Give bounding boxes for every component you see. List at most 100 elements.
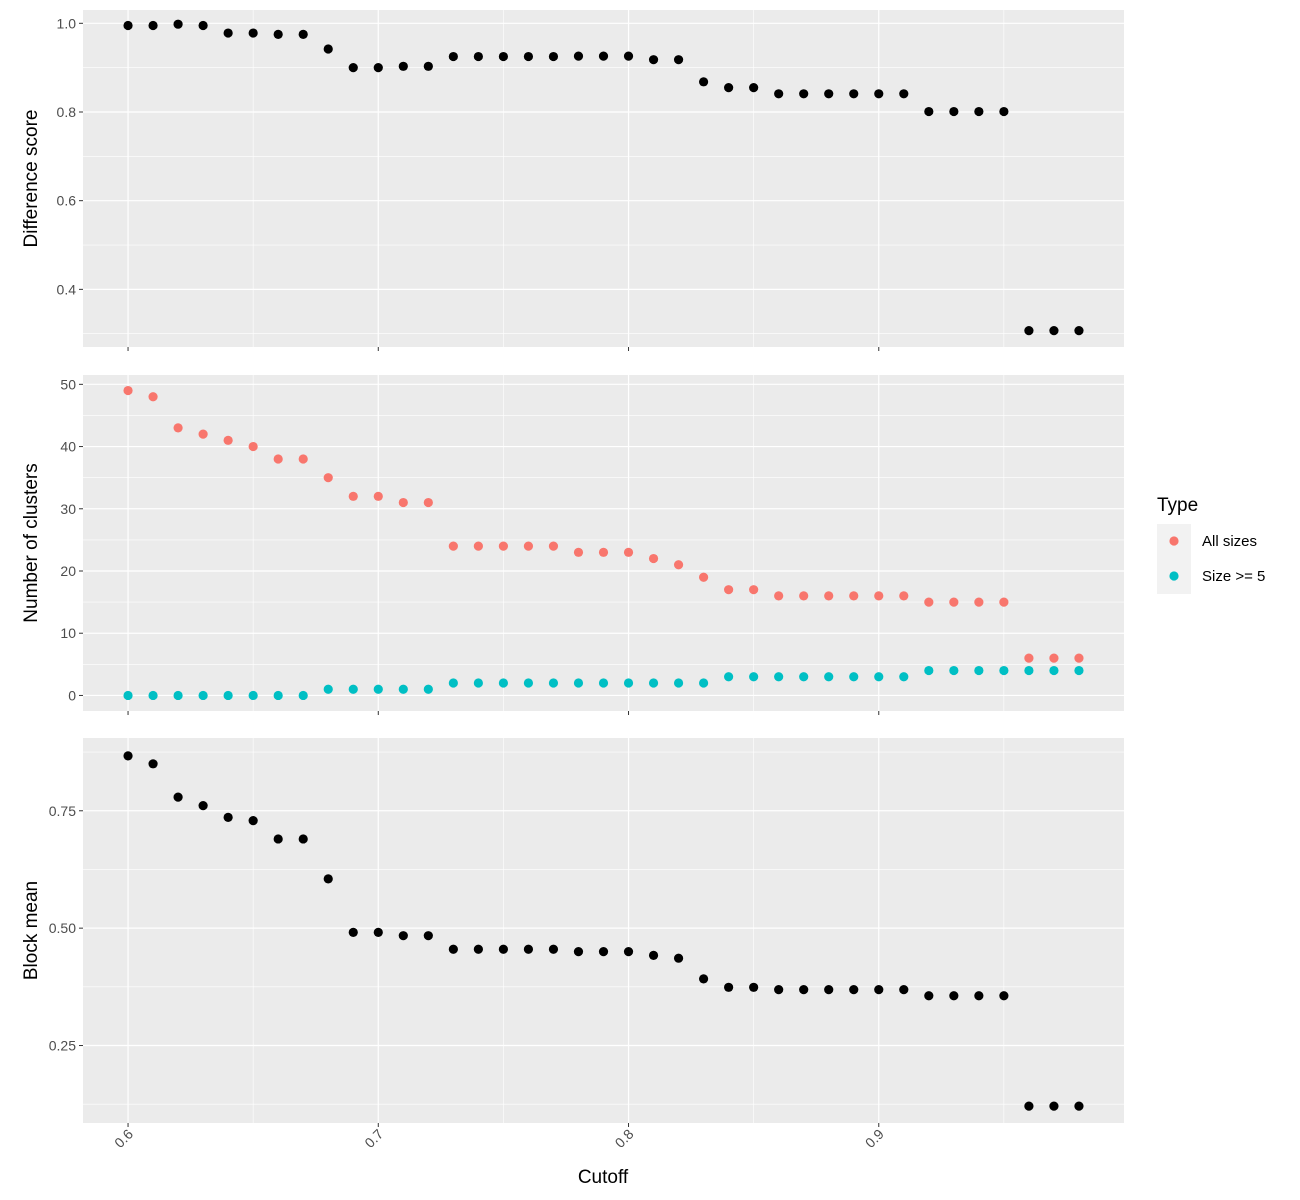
data-point [473,944,483,954]
data-point [223,690,233,701]
y-tick-label: 0.8 [57,104,77,120]
data-point [198,20,208,31]
data-point [123,385,133,396]
data-point [724,585,734,595]
data-point [899,672,909,682]
series-1 [123,19,1084,336]
data-point [999,597,1009,607]
data-point [874,89,884,99]
data-point [598,678,609,688]
data-point [548,944,559,954]
data-point [448,51,458,62]
data-point [123,751,133,761]
data-point [173,792,183,802]
y-tick-label: 10 [60,625,76,641]
data-point [298,690,308,701]
y-axis-title: Number of clusters [21,463,42,622]
data-point [273,834,283,844]
legend-key [1169,571,1179,581]
data-point [498,944,509,954]
data-point [548,541,559,551]
data-point [1024,665,1034,676]
data-point [273,690,283,701]
data-point [949,597,959,607]
data-point [849,985,859,995]
panels: 0.4 0.6 0.8 1.0 Difference score 0 10 20 30 40 50 N… [21,10,1124,1151]
legend: Type All sizes Size >= 5 [1157,495,1265,594]
x-tick-label: 0.7 [361,1126,386,1151]
data-point [173,423,183,433]
legend-label: Size >= 5 [1202,568,1265,585]
data-point [974,665,984,676]
data-point [1024,653,1034,663]
data-point [423,931,433,941]
y-tick-label: 0.4 [57,281,77,297]
data-point [648,553,659,564]
data-point [298,29,308,39]
data-point [698,974,709,984]
data-point [849,672,859,682]
data-point [523,541,534,551]
data-point [899,89,909,99]
data-point [223,435,233,445]
data-point [148,20,158,31]
data-point [824,985,834,995]
data-point [673,560,684,570]
y-tick-label: 40 [60,439,76,455]
data-point [323,44,333,54]
x-axis-title: Cutoff [578,1167,629,1188]
data-point [573,678,584,688]
data-point [698,77,709,87]
data-point [749,82,759,93]
data-point [473,541,483,551]
data-point [273,454,283,464]
data-point [749,585,759,595]
data-point [1074,653,1084,663]
legend-key-background [1157,524,1191,594]
data-point [573,547,584,557]
data-point [749,672,759,682]
series-2 [123,665,1084,701]
data-point [423,497,433,508]
y-tick-label: 1.0 [57,15,77,31]
y-tick-label: 0.50 [49,920,76,936]
data-point [173,19,183,29]
data-point [1049,653,1059,663]
data-point [473,51,483,62]
data-point [673,953,684,963]
data-point [223,28,233,38]
data-point [198,690,208,701]
data-point [648,950,659,960]
data-point [698,572,709,582]
data-point [724,82,734,93]
data-point [1049,1101,1059,1111]
data-point [749,982,759,992]
data-point [523,51,534,62]
y-tick-label: 0 [68,687,76,703]
data-point [548,678,559,688]
data-point [598,947,609,957]
data-point [648,678,659,688]
data-point [423,61,433,71]
data-point [273,29,283,39]
data-point [548,51,559,62]
y-tick-label: 0.75 [49,803,76,819]
legend-entries: All sizes Size >= 5 [1169,533,1265,585]
data-point [849,89,859,99]
data-point [874,672,884,682]
data-point [974,106,984,117]
data-point [323,473,333,483]
data-point [148,759,158,769]
data-point [198,801,208,811]
x-tick-labels: 0.6 0.7 0.8 0.9 [111,1126,887,1151]
data-point [148,690,158,701]
data-point [698,678,709,688]
data-point [348,927,358,937]
data-point [1074,665,1084,676]
series-1 [123,751,1084,1111]
data-point [774,672,784,682]
x-tick-label: 0.6 [111,1126,136,1151]
data-point [198,429,208,439]
data-point [148,392,158,402]
data-point [924,106,934,117]
